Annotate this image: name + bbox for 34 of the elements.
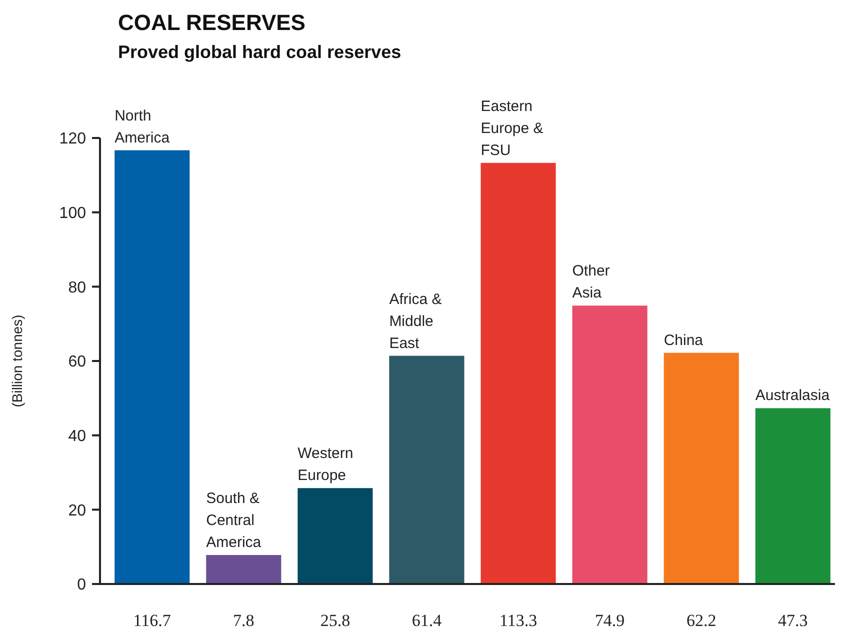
bar — [480, 162, 556, 584]
data-label: 74.9 — [594, 611, 625, 630]
x-tick-label: Other Asia — [572, 262, 610, 302]
bar — [114, 150, 190, 584]
bar — [572, 306, 648, 584]
y-tick-label: 60 — [68, 354, 86, 371]
data-label: 7.8 — [233, 611, 254, 630]
bar — [206, 555, 282, 584]
bar — [298, 488, 373, 584]
y-tick-label: 80 — [68, 279, 86, 296]
bar — [389, 356, 464, 584]
chart-subtitle: Proved global hard coal reserves — [118, 42, 402, 62]
data-label: 25.8 — [320, 611, 350, 630]
x-tick-label: Australasia — [755, 387, 830, 404]
y-tick-label: 0 — [77, 576, 86, 594]
data-label: 61.4 — [412, 611, 442, 630]
x-tick-label: South & Central America — [206, 490, 262, 552]
y-axis-title: (Billion tonnes) — [9, 314, 25, 408]
chart-title: COAL RESERVES — [118, 10, 306, 35]
x-tick-label: Eastern Europe & FSU — [480, 98, 544, 159]
data-label: 113.3 — [499, 611, 538, 630]
data-label: 47.3 — [778, 611, 808, 630]
x-tick-label: China — [664, 332, 704, 349]
y-tick-label: 40 — [68, 428, 86, 445]
y-tick-label: 120 — [59, 130, 86, 148]
y-tick-label: 100 — [59, 204, 86, 222]
x-tick-label: Western Europe — [298, 445, 354, 484]
x-tick-label: North America — [114, 107, 170, 146]
x-tick-label: Africa & Middle East — [389, 290, 442, 352]
bar — [755, 408, 830, 584]
data-label: 62.2 — [686, 611, 716, 630]
y-tick-label: 20 — [68, 502, 86, 520]
data-label: 116.7 — [133, 611, 172, 630]
bar — [664, 352, 739, 584]
